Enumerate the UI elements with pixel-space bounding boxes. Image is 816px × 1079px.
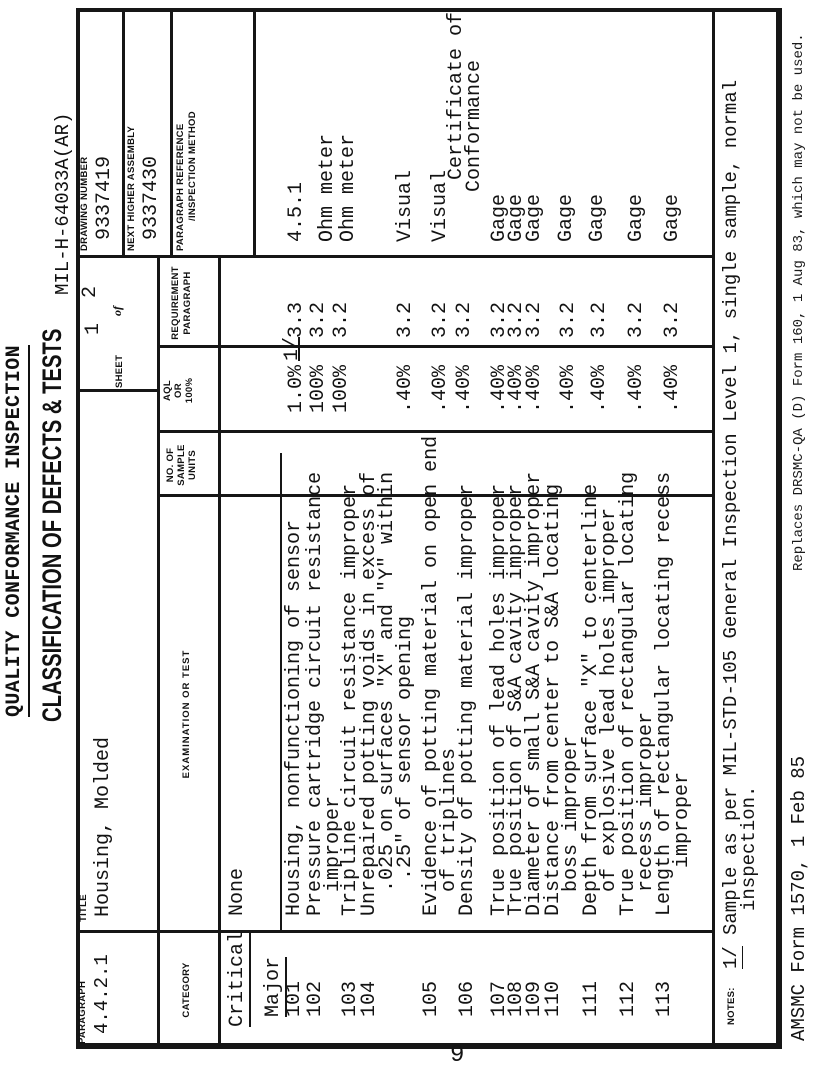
examination-text: Density of potting material improper (456, 483, 479, 916)
column-header-reference-1: PARAGRAPH REFERENCE (175, 123, 186, 251)
grid-line (76, 930, 712, 933)
sheet-label: SHEET (114, 354, 125, 388)
column-header-requirement-1: REQUIREMENT (170, 266, 181, 340)
column-header-sample-2: SAMPLE (176, 444, 187, 486)
examination-text: None (226, 867, 249, 916)
category-cell: Critical (226, 930, 251, 1027)
grid-line (157, 430, 712, 433)
page-number: 9 (450, 1042, 465, 1069)
column-header-category: CATEGORY (181, 962, 192, 1018)
column-header-aql-3: 100% (184, 377, 195, 404)
inspection-method-value: Visual (429, 169, 452, 242)
inspection-method-value: Visual (394, 169, 417, 242)
paragraph-value: 4.4.2.1 (91, 954, 113, 1034)
column-header-reference-2: /INSPECTION METHOD (187, 111, 198, 221)
aql-value: 100% (307, 364, 330, 413)
category-cell: 105 (420, 980, 443, 1017)
aql-value: .40% (588, 364, 611, 413)
inspection-method-value: Gage (586, 193, 609, 242)
aql-value: .40% (429, 364, 452, 413)
requirement-value: 3.2 (625, 301, 648, 338)
requirement-value: 3.2 (588, 301, 611, 338)
inspection-method-value: Ohm meter (337, 133, 360, 242)
drawing-number-label: DRAWING NUMBER (79, 156, 90, 251)
examination-text: improper (671, 771, 694, 868)
inspection-method-value: Ohm meter (316, 133, 339, 242)
grid-line (157, 258, 160, 1049)
title-value: Housing, Molded (92, 736, 115, 917)
category-cell: 106 (456, 980, 479, 1017)
inspection-method-value: Gage (555, 193, 578, 242)
requirement-value: 3.2 (394, 301, 417, 338)
requirement-value: 3.2 (453, 301, 476, 338)
next-higher-assembly-value: 9337430 (140, 155, 163, 240)
drawing-number-value: 9337419 (93, 155, 116, 240)
column-header-sample-1: NO. OF (165, 447, 176, 483)
inspection-method-value: Gage (661, 193, 684, 242)
running-header: QUALITY CONFORMANCE INSPECTION (3, 344, 30, 717)
aql-value: .40% (661, 364, 684, 413)
category-cell: 110 (542, 980, 565, 1017)
sheet-total: 2 (79, 285, 102, 298)
aql-value: .40% (453, 364, 476, 413)
inspection-method-value: 4.5.1 (285, 181, 308, 242)
paragraph-label: PARAGRAPH (77, 980, 88, 1044)
column-header-aql-1: AQL (162, 380, 173, 401)
aql-value: 1.0%1/ (281, 336, 308, 413)
aql-value: .40% (557, 364, 580, 413)
column-header-requirement-2: PARAGRAPH (182, 271, 193, 335)
grid-line (170, 8, 173, 258)
requirement-value: 3.2 (557, 301, 580, 338)
examination-text: boss improper (560, 735, 583, 892)
notes-line-2: inspection. (738, 785, 760, 911)
column-header-sample-3: UNITS (187, 450, 198, 480)
spec-number: MIL-H-64033A(AR) (52, 112, 74, 295)
form-id: AMSMC Form 1570, 1 Feb 85 (788, 755, 810, 1041)
category-cell: 111 (580, 980, 603, 1017)
column-header-examination: EXAMINATION OR TEST (181, 649, 192, 779)
grid-line (76, 389, 157, 392)
examination-text: Housing, nonfunctioning of sensor (283, 519, 306, 916)
replaces-note: Replaces DRSMC-QA (D) Form 160, 1 Aug 83… (791, 33, 807, 571)
requirement-value: 3.2 (330, 301, 353, 338)
aql-value: .40% (625, 364, 648, 413)
next-higher-assembly-label: NEXT HIGHER ASSEMBLY (126, 125, 137, 251)
grid-line (122, 8, 125, 258)
sheet-of-label: of (110, 306, 124, 316)
form-title: CLASSIFICATION OF DEFECTS & TESTS (37, 328, 67, 722)
requirement-value: 3.2 (661, 301, 684, 338)
aql-value: 100% (330, 364, 353, 413)
notes-ref: 1/ (720, 946, 743, 969)
aql-value: .40% (394, 364, 417, 413)
grid-line (157, 345, 712, 348)
column-header-aql-2: OR (173, 383, 184, 398)
grid-line (712, 8, 715, 1049)
category-cell: 104 (358, 980, 381, 1017)
category-cell: 101 (283, 980, 306, 1017)
grid-line (253, 8, 256, 258)
requirement-value: 3.3 (285, 301, 308, 338)
category-cell: 113 (653, 980, 676, 1017)
title-label: TITLE (78, 894, 89, 922)
grid-line (218, 258, 221, 1049)
requirement-value: 3.2 (429, 301, 452, 338)
aql-footnote-ref: 1/ (281, 336, 304, 361)
inspection-method-value: Gage (625, 193, 648, 242)
category-cell: 112 (617, 980, 640, 1017)
notes-label: NOTES: (726, 987, 737, 1025)
requirement-value: 3.2 (307, 301, 330, 338)
category-cell: 102 (304, 980, 327, 1017)
grid-line (280, 453, 282, 931)
examination-text: .25" of sensor opening (394, 615, 417, 880)
sheet-number: 1 (82, 322, 105, 335)
inspection-method-value: Gage (523, 193, 546, 242)
aql-value: .40% (523, 364, 546, 413)
requirement-value: 3.2 (523, 301, 546, 338)
inspection-method-value: Conformance (463, 59, 486, 192)
